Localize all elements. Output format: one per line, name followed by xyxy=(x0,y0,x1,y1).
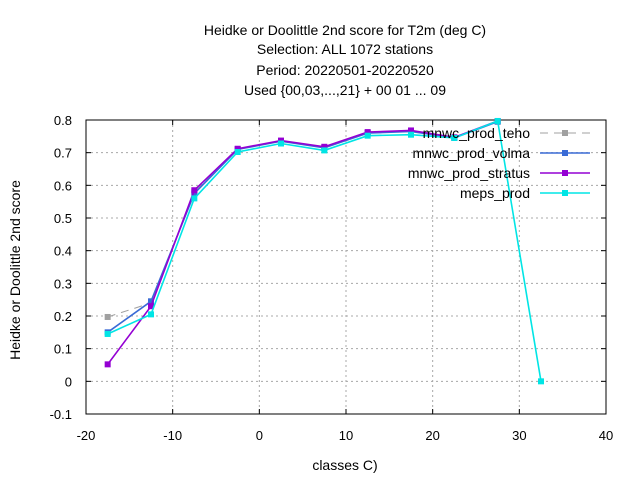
title-line-1: Heidke or Doolittle 2nd score for T2m (d… xyxy=(204,22,486,38)
x-tick-label: -20 xyxy=(77,428,96,443)
chart-title: Heidke or Doolittle 2nd score for T2m (d… xyxy=(204,22,486,98)
legend-label: mnwc_prod_teho xyxy=(423,125,531,141)
x-tick-label: 40 xyxy=(599,428,613,443)
plot-border xyxy=(85,119,607,415)
title-line-2: Selection: ALL 1072 stations xyxy=(257,41,433,57)
x-tick-label: 30 xyxy=(512,428,526,443)
y-tick-label: 0 xyxy=(65,374,72,389)
series-point xyxy=(538,378,544,385)
series-point xyxy=(191,187,198,194)
grid xyxy=(86,120,606,414)
legend-item: mnwc_prod_stratus xyxy=(408,165,590,181)
y-tick-label: 0.2 xyxy=(54,309,72,324)
legend: mnwc_prod_teho mnwc_prod_volma mnwc_prod_s… xyxy=(408,125,590,201)
series-point xyxy=(321,143,328,150)
series-point xyxy=(234,149,241,156)
series-point xyxy=(278,140,284,147)
legend-marker xyxy=(562,190,568,196)
series-point xyxy=(148,311,154,318)
legend-label: mnwc_prod_volma xyxy=(413,145,531,161)
series-group xyxy=(104,117,544,385)
legend-marker xyxy=(562,150,568,156)
y-tick-label: 0.1 xyxy=(54,342,72,357)
y-tick-label: 0.7 xyxy=(54,146,72,161)
y-tick-label: 0.8 xyxy=(54,113,72,128)
legend-marker xyxy=(562,130,568,136)
axis-ticks: -20 -10 0 10 20 30 40 -0.1 0 0.1 0.2 0.3 0.4 0.5 0.6 0.… xyxy=(50,113,614,443)
title-line-4: Used {00,03,...,21} + 00 01 ... 09 xyxy=(244,82,446,98)
y-tick-label: 0.6 xyxy=(54,178,72,193)
legend-label: meps_prod xyxy=(460,185,530,201)
x-tick-label: 10 xyxy=(339,428,353,443)
y-tick-label: -0.1 xyxy=(50,407,72,422)
series-point xyxy=(364,132,371,139)
series-meps_prod xyxy=(104,117,544,385)
series-point xyxy=(234,145,241,152)
y-axis-label: Heidke or Doolittle 2nd score xyxy=(7,180,23,360)
series-point xyxy=(104,361,111,368)
series-line xyxy=(107,120,498,365)
x-tick-label: 20 xyxy=(425,428,439,443)
x-axis-label: classes C) xyxy=(312,457,377,473)
series-point xyxy=(364,129,371,136)
legend-item: mnwc_prod_teho xyxy=(423,125,590,141)
y-tick-label: 0.4 xyxy=(54,244,72,259)
legend-label: mnwc_prod_stratus xyxy=(408,165,530,181)
y-tick-label: 0.3 xyxy=(54,276,72,291)
legend-item: mnwc_prod_volma xyxy=(413,145,590,161)
series-point xyxy=(408,127,414,134)
legend-item: meps_prod xyxy=(460,185,590,201)
series-point xyxy=(148,303,154,310)
series-point xyxy=(408,131,414,138)
x-tick-label: -10 xyxy=(163,428,182,443)
y-tick-label: 0.5 xyxy=(54,211,72,226)
series-point xyxy=(321,147,328,154)
series-point xyxy=(191,195,198,202)
series-point xyxy=(104,313,111,320)
x-tick-label: 0 xyxy=(256,428,263,443)
legend-marker xyxy=(562,170,568,176)
series-point xyxy=(494,117,501,124)
series-point xyxy=(451,134,458,141)
title-line-3: Period: 20220501-20220520 xyxy=(256,62,434,78)
series-point xyxy=(148,298,154,305)
series-point xyxy=(191,190,198,197)
series-point xyxy=(104,330,111,337)
